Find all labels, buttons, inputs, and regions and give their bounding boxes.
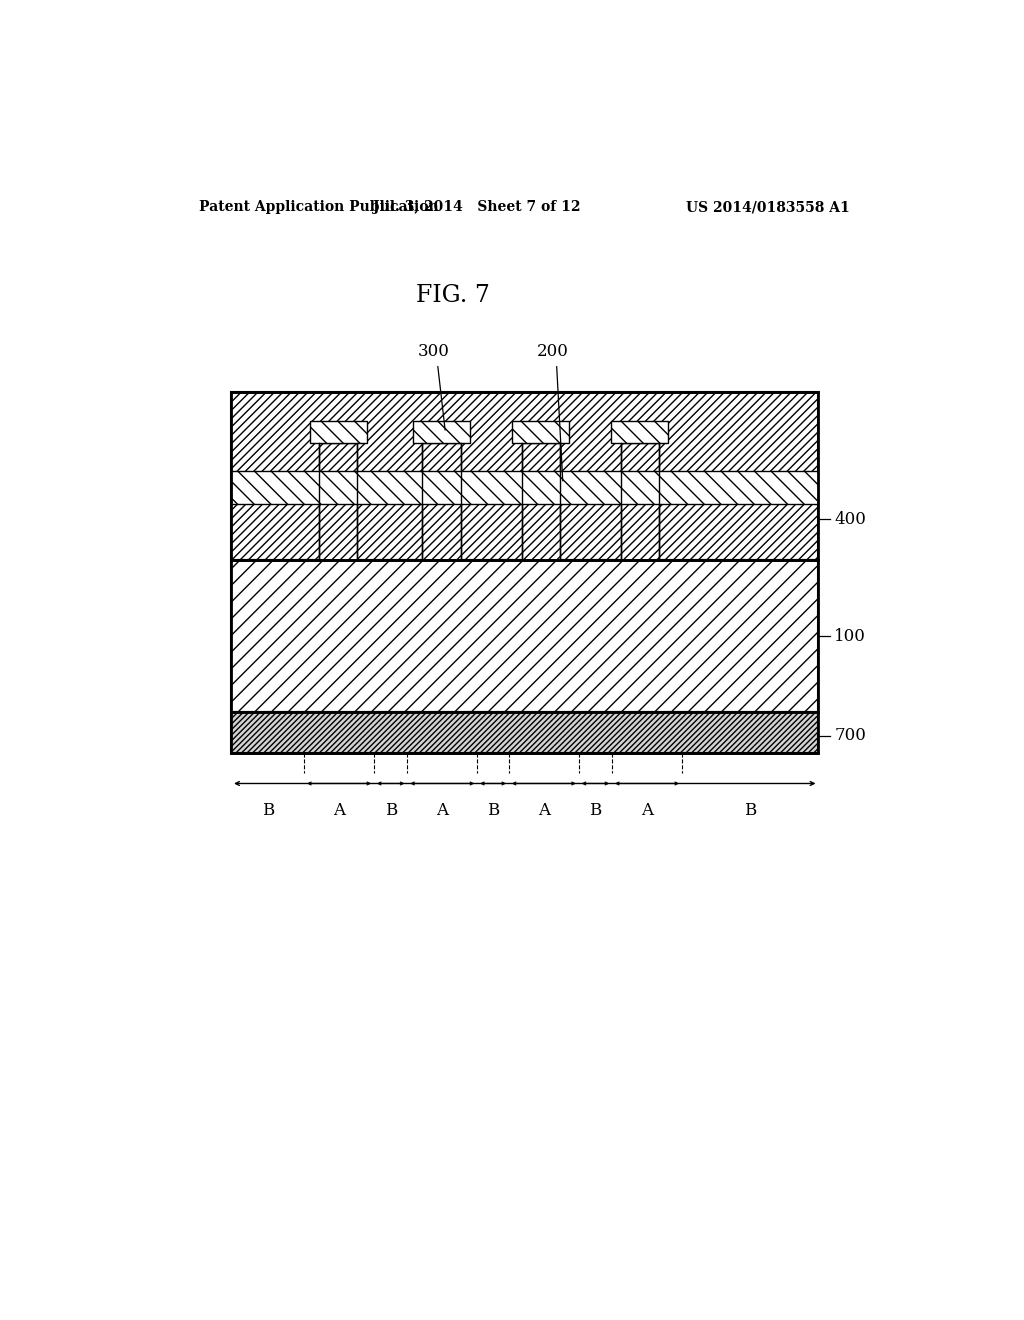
Bar: [611, 421, 669, 444]
Text: A: A: [436, 803, 449, 820]
Bar: [621, 444, 658, 560]
Text: B: B: [487, 803, 499, 820]
Bar: [512, 421, 569, 444]
Bar: [423, 444, 461, 560]
Bar: [309, 421, 367, 444]
Bar: [521, 444, 560, 560]
Text: A: A: [641, 803, 653, 820]
Bar: [231, 392, 818, 560]
Text: 100: 100: [835, 627, 866, 644]
Text: 400: 400: [835, 511, 866, 528]
Text: A: A: [538, 803, 550, 820]
Text: Jul. 3, 2014   Sheet 7 of 12: Jul. 3, 2014 Sheet 7 of 12: [374, 201, 581, 214]
Bar: [231, 392, 818, 752]
Text: US 2014/0183558 A1: US 2014/0183558 A1: [686, 201, 850, 214]
Text: B: B: [589, 803, 601, 820]
Text: 200: 200: [537, 343, 568, 360]
Text: Patent Application Publication: Patent Application Publication: [200, 201, 439, 214]
Bar: [231, 560, 818, 713]
Bar: [413, 421, 470, 444]
Text: FIG. 7: FIG. 7: [417, 284, 490, 308]
Text: B: B: [385, 803, 397, 820]
Bar: [231, 713, 818, 752]
Bar: [231, 471, 818, 504]
Text: 700: 700: [835, 727, 866, 744]
Text: B: B: [744, 803, 757, 820]
Bar: [319, 444, 357, 560]
Text: A: A: [333, 803, 345, 820]
Text: B: B: [261, 803, 273, 820]
Text: 300: 300: [418, 343, 450, 360]
